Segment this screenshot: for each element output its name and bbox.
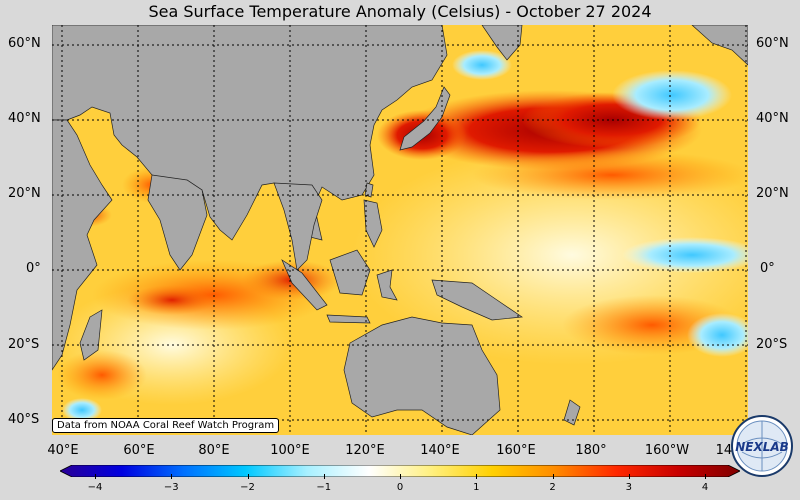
india-land bbox=[147, 174, 208, 271]
lon-label-40e: 40°E bbox=[47, 443, 79, 458]
lon-label-120e: 120°E bbox=[345, 443, 385, 458]
madagascar-land bbox=[79, 309, 103, 361]
sumatra-land bbox=[281, 259, 328, 311]
colorbar-tick-label: −4 bbox=[87, 482, 103, 493]
colorbar-tick-mark bbox=[705, 474, 706, 479]
sulawesi-land bbox=[376, 269, 398, 301]
map-title: Sea Surface Temperature Anomaly (Celsius… bbox=[148, 2, 652, 21]
kamchatka-land bbox=[481, 25, 523, 61]
lon-label-140e: 140°E bbox=[420, 443, 460, 458]
lon-label-100e: 100°E bbox=[270, 443, 310, 458]
lat-label-60n-right: 60°N bbox=[756, 36, 789, 51]
north-america-land bbox=[691, 25, 748, 66]
indochina-land bbox=[273, 182, 323, 271]
south-africa-cool bbox=[62, 398, 102, 422]
logo-text: NEXLAB bbox=[735, 440, 789, 454]
colorbar-tick-mark bbox=[400, 474, 401, 479]
gulf-of-alaska-cool bbox=[612, 70, 732, 120]
colorbar-tick-label: −3 bbox=[163, 482, 179, 493]
colorbar-tick-label: 2 bbox=[549, 482, 556, 493]
lat-label-40n-right: 40°N bbox=[756, 111, 789, 126]
data-credit: Data from NOAA Coral Reef Watch Program bbox=[52, 418, 280, 433]
colorbar-tick-mark bbox=[628, 474, 630, 479]
colorbar-tick-label: 0 bbox=[396, 482, 404, 493]
colorbar-tick-label: −1 bbox=[316, 482, 332, 493]
lon-label-160e: 160°E bbox=[496, 443, 536, 458]
colorbar-tick-label: 1 bbox=[473, 482, 480, 493]
lat-label-20n-right: 20°N bbox=[756, 186, 789, 201]
map-canvas bbox=[52, 25, 748, 435]
lat-label-40s-left: 40°S bbox=[8, 412, 40, 427]
arabia-africa-land bbox=[52, 119, 113, 371]
colorbar-tick-mark bbox=[552, 474, 554, 479]
borneo-land bbox=[329, 249, 371, 296]
colorbar-tick-label: 3 bbox=[625, 482, 632, 493]
lat-label-60n-left: 60°N bbox=[8, 36, 41, 51]
sst-anomaly-map bbox=[52, 25, 748, 435]
lat-label-20s-right: 20°S bbox=[756, 337, 788, 352]
indian-ocean-warm-core bbox=[127, 285, 217, 315]
lat-label-20s-left: 20°S bbox=[8, 337, 40, 352]
lat-label-eq-left: 0° bbox=[26, 261, 41, 276]
lon-label-160w: 160°W bbox=[644, 443, 690, 458]
colorbar-tick-mark bbox=[171, 474, 173, 479]
colorbar-tick-mark bbox=[476, 474, 478, 479]
southeast-pacific-cool bbox=[687, 313, 748, 357]
colorbar-tick-mark bbox=[323, 474, 325, 479]
colorbar-tick-mark bbox=[95, 474, 96, 479]
new-guinea-land bbox=[431, 279, 523, 321]
colorbar-tick-label: 4 bbox=[701, 482, 709, 493]
lat-label-20n-left: 20°N bbox=[8, 186, 41, 201]
lon-label-180: 180° bbox=[575, 443, 607, 458]
okhotsk-cool bbox=[452, 50, 512, 80]
lat-label-eq-right: 0° bbox=[760, 261, 775, 276]
nexlab-logo: NEXLAB bbox=[730, 414, 794, 478]
java-land bbox=[326, 314, 371, 324]
colorbar-tick-mark bbox=[247, 474, 249, 479]
australia-land bbox=[343, 316, 501, 435]
land-masses bbox=[52, 25, 748, 435]
japan-land bbox=[399, 86, 451, 151]
subtropical-pacific-warm bbox=[472, 150, 748, 200]
colorbar-tick-label: −2 bbox=[240, 482, 255, 493]
southwest-indian-warm bbox=[57, 350, 147, 400]
lon-label-60e: 60°E bbox=[123, 443, 155, 458]
equatorial-pacific-cool bbox=[622, 237, 748, 273]
lon-label-80e: 80°E bbox=[198, 443, 230, 458]
colorbar bbox=[59, 462, 741, 478]
lat-label-40n-left: 40°N bbox=[8, 111, 41, 126]
new-zealand-land bbox=[563, 399, 581, 426]
